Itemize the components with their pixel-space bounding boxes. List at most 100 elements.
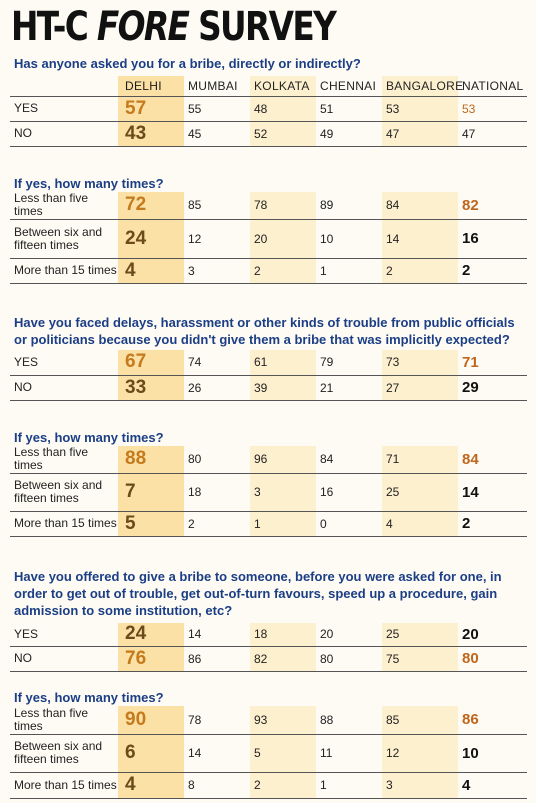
row-label: NO: [10, 121, 118, 147]
question-2: Have you faced delays, harassment or oth…: [14, 315, 515, 347]
cell-national: 16: [462, 230, 479, 247]
row-label: More than 15 times: [10, 772, 118, 799]
row-label: Between six and fifteen times: [10, 473, 118, 512]
cell-chennai: 1: [316, 258, 382, 284]
col-national: NATIONAL: [458, 76, 527, 97]
table-row: YES 67 74 61 79 73 71: [10, 350, 527, 376]
cell-national: 53: [462, 101, 476, 116]
title-fore: FORE: [96, 4, 190, 50]
cell-national: 10: [462, 744, 479, 762]
title-suffix: SURVEY: [188, 4, 337, 50]
cell-mumbai: 8: [184, 772, 250, 799]
col-chennai: CHENNAI: [316, 76, 382, 97]
table-row: Less than five times 88 80 96 84 71 84: [10, 446, 527, 474]
row-label: More than 15 times: [10, 258, 118, 284]
table-row: More than 15 times 5 2 1 0 4 2: [10, 511, 527, 537]
title-prefix: HT-C: [11, 4, 97, 50]
row-label: More than 15 times: [10, 511, 118, 537]
cell-chennai: 51: [316, 96, 382, 122]
row-label: NO: [10, 375, 118, 401]
q2-table: YES 67 74 61 79 73 71 NO 33 26 39 21 27 …: [10, 350, 527, 401]
cell-kolkata: 93: [250, 706, 316, 735]
header-row: DELHI MUMBAI KOLKATA CHENNAI BANGALORE N…: [10, 76, 527, 97]
cell-delhi: 57: [125, 97, 147, 119]
cell-chennai: 49: [316, 121, 382, 147]
row-label: Less than five times: [10, 192, 118, 220]
col-kolkata: KOLKATA: [250, 76, 316, 97]
cell-national: 71: [462, 353, 479, 371]
cell-kolkata: 20: [250, 219, 316, 259]
col-delhi: DELHI: [118, 76, 184, 97]
subheading-3: If yes, how many times?: [14, 690, 164, 705]
cell-mumbai: 14: [184, 623, 250, 647]
row-label: YES: [10, 350, 118, 376]
cell-kolkata: 18: [250, 623, 316, 647]
cell-national: 80: [462, 650, 479, 667]
cell-mumbai: 86: [184, 646, 250, 672]
cell-mumbai: 3: [184, 258, 250, 284]
cell-bangalore: 4: [382, 511, 458, 537]
row-label: YES: [10, 623, 118, 647]
col-mumbai: MUMBAI: [184, 76, 250, 97]
table-row: NO 76 86 82 80 75 80: [10, 646, 527, 672]
table-row: Between six and fifteen times 7 18 3 16 …: [10, 473, 527, 512]
cell-mumbai: 18: [184, 473, 250, 512]
question-1: Has anyone asked you for a bribe, direct…: [14, 56, 361, 71]
cell-mumbai: 85: [184, 192, 250, 220]
cell-chennai: 16: [316, 473, 382, 512]
cell-kolkata: 78: [250, 192, 316, 220]
table-row: Less than five times 90 78 93 88 85 86: [10, 706, 527, 735]
cell-chennai: 89: [316, 192, 382, 220]
cell-chennai: 10: [316, 219, 382, 259]
cell-kolkata: 96: [250, 446, 316, 474]
cell-kolkata: 1: [250, 511, 316, 537]
cell-delhi: 24: [125, 227, 147, 249]
cell-chennai: 88: [316, 706, 382, 735]
cell-kolkata: 61: [250, 350, 316, 376]
cell-delhi: 67: [125, 351, 147, 373]
cell-national: 86: [462, 711, 479, 729]
cell-bangalore: 53: [382, 96, 458, 122]
cell-bangalore: 25: [382, 473, 458, 512]
cell-delhi: 76: [125, 647, 147, 669]
cell-bangalore: 2: [382, 258, 458, 284]
cell-bangalore: 27: [382, 375, 458, 401]
cell-delhi: 24: [125, 623, 147, 645]
cell-bangalore: 12: [382, 734, 458, 773]
cell-chennai: 0: [316, 511, 382, 537]
cell-chennai: 11: [316, 734, 382, 773]
cell-delhi: 4: [125, 259, 136, 281]
table-row: YES 57 55 48 51 53 53: [10, 96, 527, 122]
cell-chennai: 21: [316, 375, 382, 401]
row-label: Less than five times: [10, 706, 118, 735]
q2-sub-table: Less than five times 88 80 96 84 71 84 B…: [10, 446, 527, 537]
cell-chennai: 80: [316, 646, 382, 672]
subheading-1: If yes, how many times?: [14, 176, 164, 191]
cell-delhi: 43: [125, 122, 147, 144]
cell-bangalore: 3: [382, 772, 458, 799]
cell-delhi: 90: [125, 708, 147, 730]
cell-kolkata: 2: [250, 258, 316, 284]
cell-national: 2: [462, 515, 471, 532]
cell-bangalore: 71: [382, 446, 458, 474]
cell-bangalore: 47: [382, 121, 458, 147]
cell-kolkata: 5: [250, 734, 316, 773]
q3-sub-table: Less than five times 90 78 93 88 85 86 B…: [10, 706, 527, 799]
table-row: NO 33 26 39 21 27 29: [10, 375, 527, 401]
table-row: More than 15 times 4 8 2 1 3 4: [10, 772, 527, 799]
cell-mumbai: 26: [184, 375, 250, 401]
cell-bangalore: 14: [382, 219, 458, 259]
cell-mumbai: 12: [184, 219, 250, 259]
cell-bangalore: 73: [382, 350, 458, 376]
cell-delhi: 4: [125, 774, 136, 795]
cell-national: 20: [462, 625, 479, 643]
cell-delhi: 7: [125, 481, 136, 502]
table-row: Between six and fifteen times 24 12 20 1…: [10, 219, 527, 259]
cell-kolkata: 48: [250, 96, 316, 122]
cell-chennai: 20: [316, 623, 382, 647]
cell-delhi: 5: [125, 512, 136, 534]
cell-mumbai: 80: [184, 446, 250, 474]
cell-bangalore: 85: [382, 706, 458, 735]
cell-chennai: 84: [316, 446, 382, 474]
